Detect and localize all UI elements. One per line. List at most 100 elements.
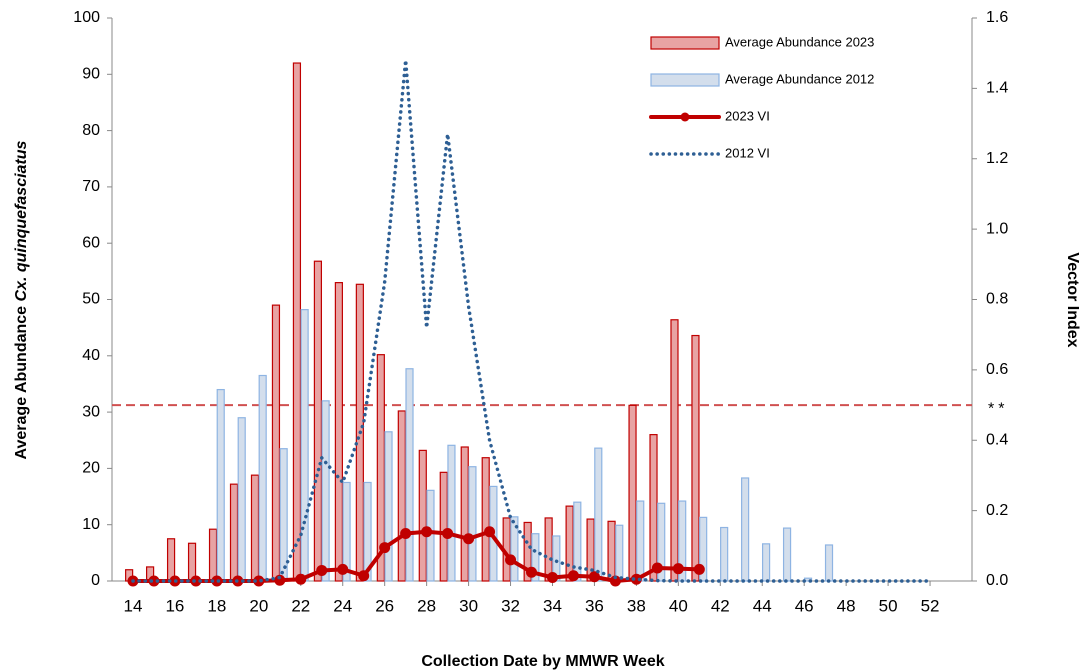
bar — [761, 543, 771, 582]
line-marker — [672, 563, 684, 575]
legend-marker — [680, 112, 690, 122]
line-marker — [442, 527, 454, 539]
x-axis-title: Collection Date by MMWR Week — [421, 653, 664, 670]
y2-tick-label: 0.0 — [986, 572, 1008, 589]
line-marker — [651, 562, 663, 574]
line-marker — [400, 527, 412, 539]
y-tick-label: 90 — [82, 66, 100, 83]
y-tick-label: 50 — [82, 291, 100, 308]
bar — [363, 481, 372, 582]
line-marker — [463, 533, 475, 545]
y-tick-label: 40 — [82, 347, 100, 364]
bar — [657, 502, 666, 582]
line-marker — [567, 570, 579, 582]
bar — [607, 520, 616, 582]
x-tick-label: 18 — [207, 596, 226, 615]
x-tick-label: 46 — [795, 596, 814, 615]
bar — [510, 516, 519, 582]
bar — [531, 533, 540, 582]
x-tick-label: 26 — [375, 596, 394, 615]
legend-label: Average Abundance 2012 — [725, 71, 874, 86]
bar — [782, 527, 792, 582]
y-tick-label: 70 — [82, 178, 100, 195]
line-marker — [190, 575, 202, 587]
x-tick-label: 48 — [837, 596, 856, 615]
line-marker — [505, 554, 517, 566]
bar — [313, 260, 323, 582]
bar — [720, 526, 729, 582]
y-tick-label: 30 — [82, 403, 100, 420]
bar — [237, 417, 246, 582]
y-tick-label: 80 — [82, 122, 100, 139]
line-marker — [358, 570, 370, 582]
bar — [418, 449, 427, 582]
legend-swatch — [650, 73, 720, 87]
y-tick-label: 60 — [82, 234, 100, 251]
x-tick-label: 42 — [711, 596, 730, 615]
y2-tick-label: 1.2 — [986, 150, 1008, 167]
bar — [481, 457, 490, 582]
line-marker — [274, 574, 286, 586]
bar — [384, 431, 393, 582]
line-marker — [316, 564, 328, 576]
line-marker — [421, 526, 433, 538]
x-tick-label: 30 — [459, 596, 478, 615]
y2-tick-label: 1.0 — [986, 220, 1008, 237]
x-tick-label: 28 — [417, 596, 436, 615]
bar — [691, 334, 700, 582]
y2-tick-label: 1.4 — [986, 80, 1008, 97]
y-tick-label: 100 — [73, 9, 100, 26]
line-marker — [148, 575, 160, 587]
bar — [258, 374, 267, 582]
bar — [300, 309, 309, 582]
bar — [741, 477, 750, 582]
bar — [250, 474, 260, 582]
x-tick-label: 32 — [501, 596, 520, 615]
bar — [405, 368, 414, 582]
y2-tick-label: 0.2 — [986, 502, 1008, 519]
bar — [824, 544, 834, 582]
y-axis-title-species: Cx. quinquefasciatus — [13, 140, 30, 301]
threshold-label: ** — [988, 400, 1008, 417]
bar — [594, 447, 603, 582]
legend-label: Average Abundance 2023 — [725, 34, 874, 49]
bar — [468, 466, 477, 582]
bar — [397, 410, 406, 582]
x-tick-label: 14 — [124, 596, 143, 615]
y-tick-label: 10 — [82, 516, 100, 533]
x-tick-label: 44 — [753, 596, 772, 615]
line-marker — [295, 573, 307, 585]
line-marker — [484, 526, 496, 538]
x-tick-label: 16 — [165, 596, 184, 615]
bar — [334, 282, 343, 582]
bar — [439, 471, 448, 582]
bar — [573, 501, 582, 582]
line-marker — [693, 563, 705, 575]
bar — [292, 62, 302, 582]
y-tick-label: 20 — [82, 460, 100, 477]
bar — [166, 538, 176, 582]
line-marker — [546, 571, 558, 583]
bar — [376, 354, 385, 582]
bar — [636, 500, 645, 582]
bar — [615, 524, 624, 582]
bar — [586, 518, 595, 582]
x-tick-label: 20 — [249, 596, 268, 615]
bar — [216, 388, 225, 582]
line-marker — [526, 566, 538, 578]
y-tick-label: 0 — [91, 572, 100, 589]
x-tick-label: 36 — [585, 596, 604, 615]
bar — [670, 319, 679, 582]
bar — [699, 516, 708, 582]
x-tick-label: 24 — [333, 596, 352, 615]
bar — [321, 400, 330, 582]
x-tick-label: 50 — [879, 596, 898, 615]
bar — [628, 404, 637, 582]
bar — [649, 434, 658, 582]
bar — [342, 481, 351, 582]
x-tick-label: 34 — [543, 596, 562, 615]
dotted-line — [131, 58, 932, 583]
line-marker — [337, 563, 349, 575]
bar — [523, 521, 532, 582]
